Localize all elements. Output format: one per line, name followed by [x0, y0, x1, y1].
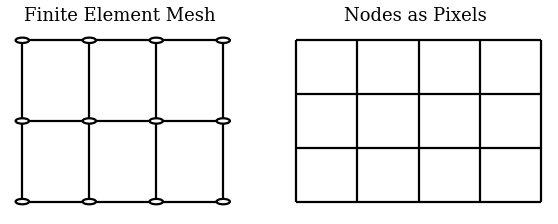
Circle shape [16, 118, 29, 124]
Circle shape [16, 199, 29, 204]
Circle shape [217, 199, 230, 204]
Circle shape [83, 118, 96, 124]
Circle shape [16, 38, 29, 43]
Circle shape [150, 38, 163, 43]
Circle shape [83, 38, 96, 43]
Text: Finite Element Mesh: Finite Element Mesh [24, 7, 216, 25]
Circle shape [150, 199, 163, 204]
Circle shape [83, 199, 96, 204]
Circle shape [217, 118, 230, 124]
Circle shape [150, 118, 163, 124]
Text: Nodes as Pixels: Nodes as Pixels [344, 7, 487, 25]
Circle shape [217, 38, 230, 43]
